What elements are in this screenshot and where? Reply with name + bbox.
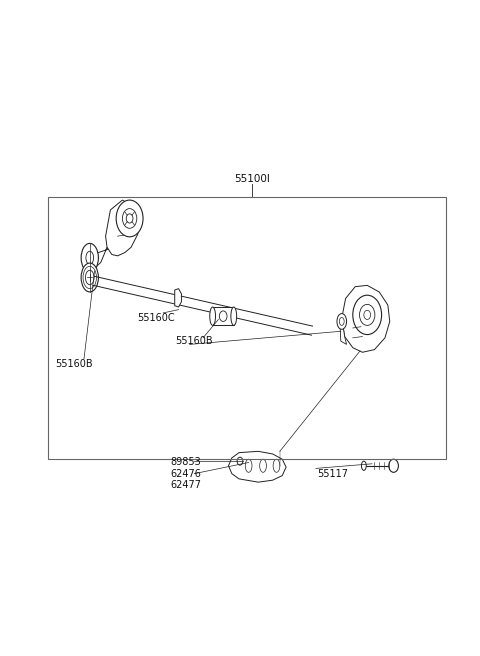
Ellipse shape [337,314,347,329]
Text: 62477: 62477 [170,480,202,490]
Ellipse shape [116,200,143,237]
Polygon shape [89,247,108,269]
Text: 55160C: 55160C [137,313,174,323]
Ellipse shape [81,263,98,292]
Bar [48,197,446,459]
Polygon shape [228,451,286,482]
Ellipse shape [81,243,98,272]
Ellipse shape [231,307,237,325]
Text: 55160B: 55160B [55,359,93,369]
Ellipse shape [389,459,398,472]
Bar [213,307,234,325]
Polygon shape [342,285,390,352]
Polygon shape [106,200,141,256]
Text: 55100I: 55100I [234,174,270,184]
Ellipse shape [353,295,382,335]
Text: 55117: 55117 [317,468,348,479]
Ellipse shape [210,307,216,325]
Text: 62476: 62476 [170,468,201,479]
Text: 89853: 89853 [170,457,201,468]
Polygon shape [340,318,347,344]
Polygon shape [175,289,181,307]
Ellipse shape [361,461,366,470]
Text: 55160B: 55160B [175,336,213,346]
Ellipse shape [237,457,243,465]
